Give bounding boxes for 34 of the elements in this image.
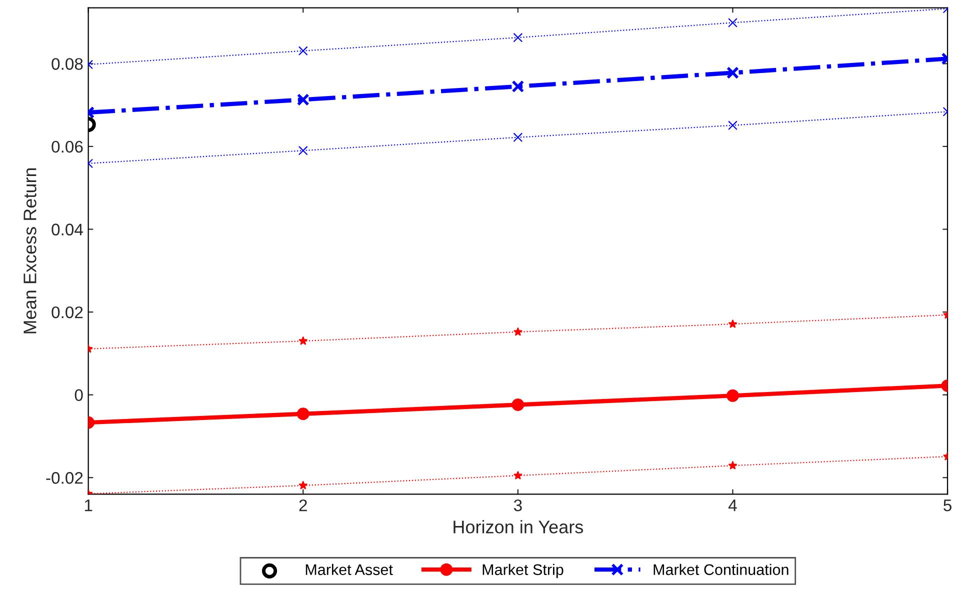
point	[512, 80, 524, 93]
x-tick-label: 2	[299, 499, 307, 512]
point	[513, 132, 523, 142]
legend-label: Market Strip	[482, 564, 564, 578]
x-tick-label: 3	[514, 499, 522, 512]
point	[728, 319, 738, 328]
point	[512, 398, 524, 412]
y-tick-label: 0	[74, 389, 83, 402]
x-tick-label: 1	[84, 500, 92, 512]
point	[726, 389, 739, 402]
point	[513, 470, 522, 480]
point	[298, 336, 308, 345]
y-tick-label: 0.02	[52, 306, 83, 318]
y-tick-label: 0.08	[52, 58, 83, 70]
point	[728, 120, 738, 130]
point	[296, 93, 310, 106]
point	[513, 32, 523, 42]
point	[728, 18, 738, 28]
y-axis-title: Mean Excess Return	[24, 168, 36, 334]
x-tick-label: 5	[944, 500, 952, 512]
point	[296, 408, 310, 420]
legend-label: Market Asset	[306, 564, 393, 576]
y-tick-label: 0.06	[52, 140, 83, 153]
point	[298, 146, 308, 156]
point	[728, 460, 738, 470]
point	[298, 46, 308, 56]
x-axis-title: Horizon in Years	[454, 520, 584, 534]
y-tick-label: -0.02	[46, 472, 83, 484]
point	[298, 480, 308, 490]
point	[513, 327, 522, 336]
legend-label: Market Continuation	[654, 564, 788, 576]
x-tick-label: 4	[728, 500, 737, 512]
point	[726, 66, 739, 80]
y-tick-label: 0.04	[52, 224, 83, 236]
